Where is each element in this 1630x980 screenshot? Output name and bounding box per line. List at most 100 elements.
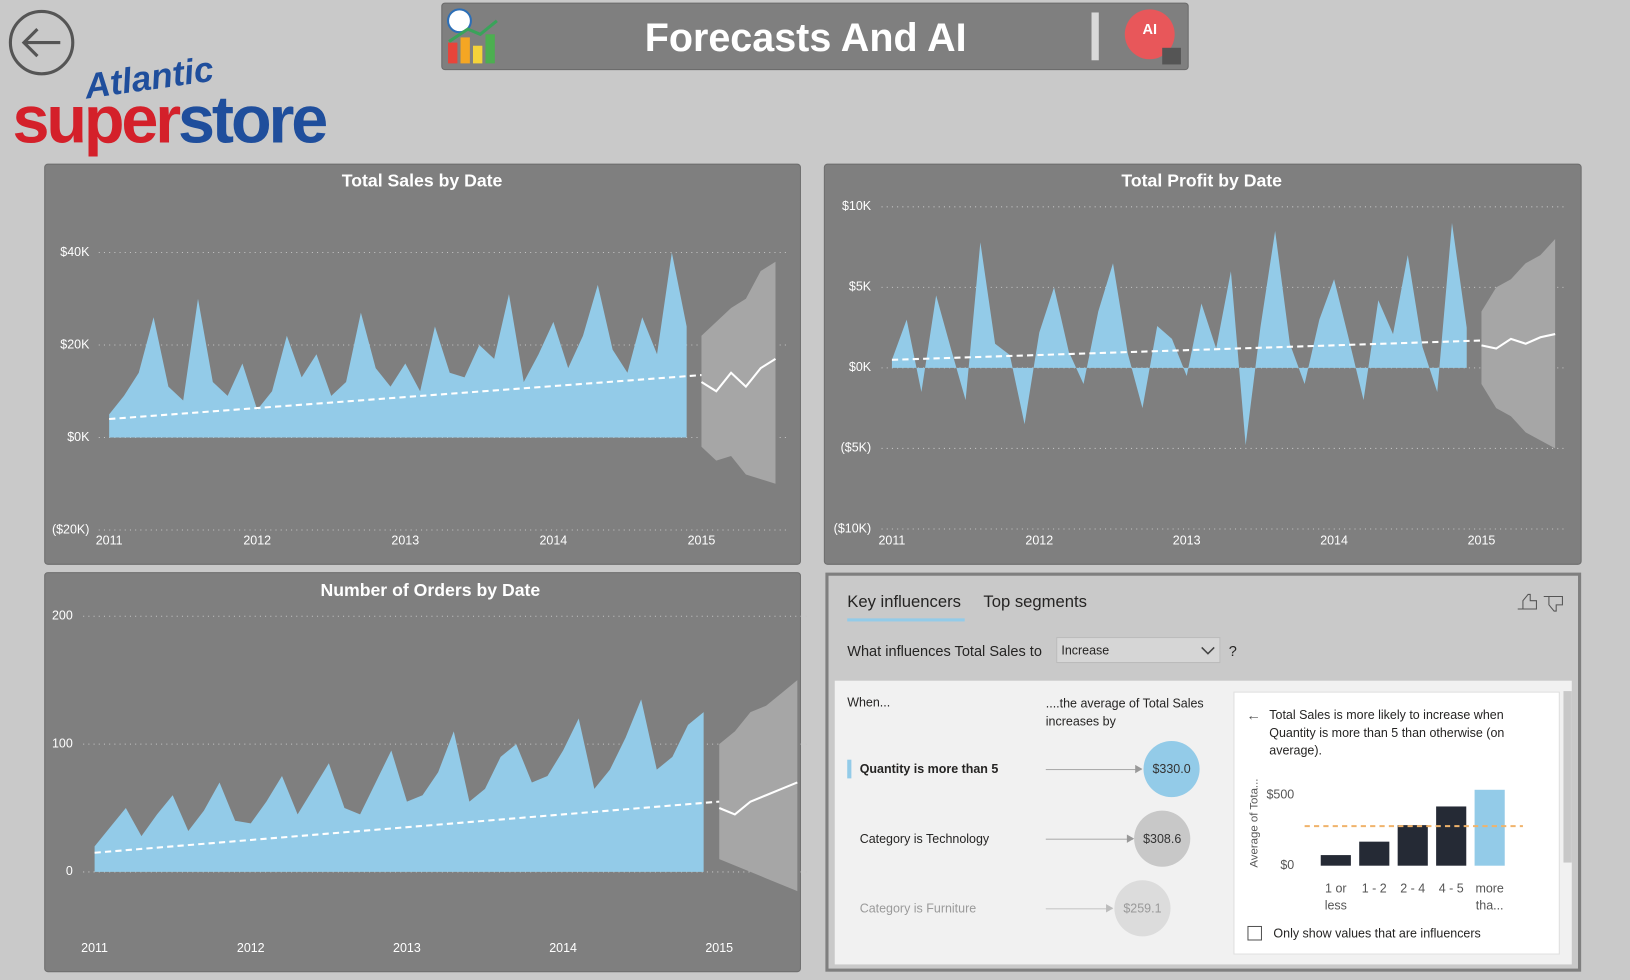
y-tick-label: $0K	[849, 360, 872, 374]
tab[interactable]: Key influencers	[847, 593, 961, 612]
x-tick-label: 4 - 5	[1438, 881, 1464, 896]
y-axis-title: Average of Tota...	[1249, 779, 1261, 868]
thumb-icon	[1543, 596, 1563, 612]
icon-clock	[447, 8, 472, 34]
trend-line	[94, 800, 720, 854]
logo-right: store	[178, 83, 326, 157]
forecast-band	[701, 261, 776, 484]
tab[interactable]: Top segments	[983, 593, 1087, 612]
x-tick-label: 2014	[1320, 534, 1348, 548]
x-tick-label: 2015	[705, 941, 733, 955]
y-tick-label: 200	[52, 609, 73, 623]
x-tick-label: 1 - 2	[1361, 881, 1387, 896]
y-tick-label: $5K	[849, 280, 872, 294]
forecast-line	[700, 358, 777, 393]
y-tick-label: $10K	[842, 199, 872, 213]
trend-line	[109, 374, 702, 421]
influencer-bubble[interactable]: $308.6	[1134, 810, 1191, 867]
x-tick-label: 2014	[540, 534, 568, 548]
influencer-arrow	[1045, 834, 1135, 843]
detail-card	[1233, 691, 1560, 955]
x-tick-label: 2 - 4	[1400, 881, 1426, 896]
y-tick-label: $0K	[67, 430, 90, 444]
bar	[1320, 855, 1351, 866]
dropdown-value: Increase	[1061, 643, 1110, 658]
icon-label: AI	[1142, 22, 1157, 38]
ai-icon: AI	[1124, 9, 1181, 65]
x-tick-label: 2015	[1468, 534, 1496, 548]
x-tick-label: 2012	[243, 534, 271, 548]
actual-area	[109, 252, 687, 438]
column-header: When...	[847, 695, 891, 710]
icon-bar	[472, 45, 483, 64]
influencer-bubble[interactable]: $259.1	[1114, 880, 1171, 937]
thumbs-up[interactable]	[1517, 593, 1537, 610]
chart-title: Total Profit by Date	[1121, 171, 1282, 191]
icon-head	[1124, 9, 1175, 60]
question: What influences Total Sales to	[847, 642, 1042, 659]
back-arrow	[21, 27, 61, 58]
header-title: Forecasts And AI	[645, 16, 967, 60]
dropdown[interactable]: Increase	[1056, 637, 1221, 664]
x-tick-label: more tha...	[1475, 881, 1504, 913]
forecast-line	[718, 781, 798, 816]
bar	[1474, 789, 1505, 866]
x-tick-label: 2013	[393, 941, 421, 955]
checkbox[interactable]	[1247, 925, 1263, 941]
caret	[1201, 646, 1215, 655]
detail-text: Total Sales is more likely to increase w…	[1269, 707, 1505, 758]
icon-bar	[485, 34, 495, 64]
bar	[1397, 825, 1428, 866]
y-tick-label: ($5K)	[841, 441, 872, 455]
y-tick-label: ($20K)	[52, 522, 89, 536]
thumbs-down[interactable]	[1543, 596, 1563, 612]
icon-base	[1162, 47, 1181, 65]
x-tick-label: 2013	[1173, 534, 1201, 548]
chart-title: Number of Orders by Date	[320, 580, 540, 600]
y-tick-label: $500	[1266, 787, 1294, 801]
back-button[interactable]	[8, 9, 75, 76]
forecast-line	[1481, 333, 1556, 350]
tab-underline	[847, 618, 965, 622]
bar	[1436, 806, 1467, 866]
x-tick-label: 2011	[879, 534, 906, 548]
chart-title: Total Sales by Date	[342, 171, 503, 191]
influencer-arrow	[1045, 904, 1114, 913]
x-tick-label: 2013	[391, 534, 419, 548]
icon-bar	[448, 42, 458, 64]
icon-bar	[460, 37, 470, 64]
x-tick-label: 1 or less	[1324, 881, 1347, 913]
influencer-label[interactable]: Category is Technology	[859, 831, 990, 846]
forecast-icon	[447, 8, 498, 64]
y-tick-label: 0	[66, 864, 73, 878]
header-divider	[1091, 12, 1099, 61]
y-tick-label: $40K	[60, 245, 90, 259]
bar	[1359, 841, 1390, 866]
y-tick-label: $20K	[60, 337, 90, 351]
x-tick-label: 2012	[1025, 534, 1053, 548]
y-tick-label: 100	[52, 736, 73, 750]
detail-chart: Average of Tota... $0 $500	[1249, 779, 1523, 872]
question-mark: ?	[1228, 642, 1237, 659]
checkbox-label: Only show values that are influencers	[1273, 925, 1481, 941]
logo-word: superstore	[12, 83, 326, 157]
influencer-bubble[interactable]: $330.0	[1143, 740, 1200, 798]
forecast-band	[719, 680, 798, 892]
selected-marker	[847, 759, 852, 779]
back-arrow[interactable]: ←	[1246, 706, 1261, 724]
panel	[44, 163, 801, 565]
x-tick-label: 2015	[688, 534, 716, 548]
dropdown-caret	[1201, 646, 1215, 655]
x-tick-label: 2012	[237, 941, 265, 955]
influencer-arrow	[1045, 764, 1143, 774]
influencer-label[interactable]: Quantity is more than 5	[859, 761, 999, 777]
back-circle	[8, 9, 75, 76]
x-tick-label: 2014	[549, 941, 577, 955]
influencer-label[interactable]: Category is Furniture	[859, 901, 977, 916]
x-tick-label: 2011	[81, 941, 108, 955]
logo-left: super	[12, 83, 180, 157]
actual-area	[94, 699, 704, 872]
